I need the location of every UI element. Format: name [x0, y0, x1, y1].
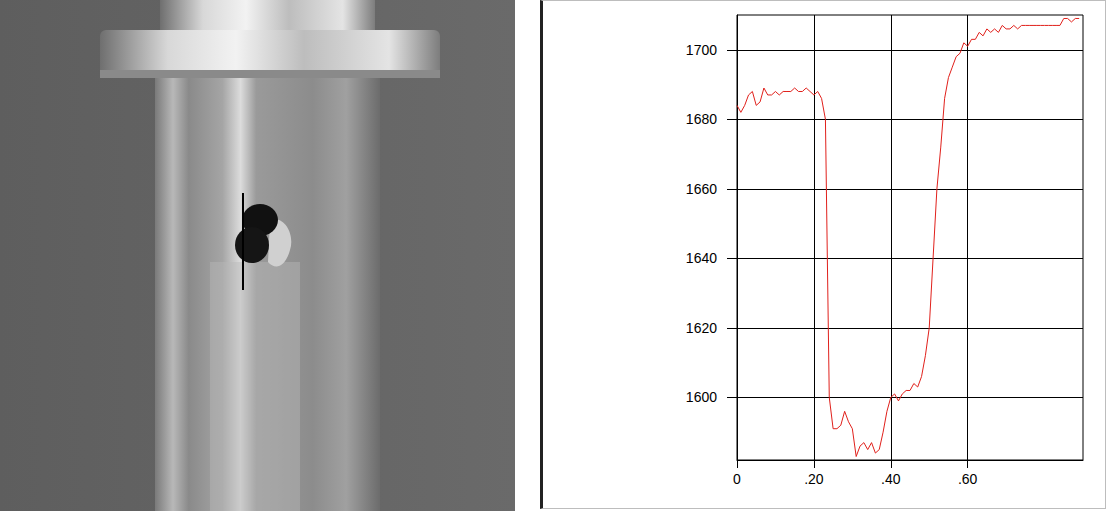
- svg-text:1620: 1620: [686, 320, 717, 336]
- svg-text:1640: 1640: [686, 250, 717, 266]
- svg-text:.60: .60: [958, 471, 978, 487]
- svg-text:1660: 1660: [686, 181, 717, 197]
- svg-text:.20: .20: [804, 471, 824, 487]
- svg-text:1680: 1680: [686, 111, 717, 127]
- svg-text:0: 0: [733, 471, 741, 487]
- svg-text:1600: 1600: [686, 389, 717, 405]
- svg-text:1700: 1700: [686, 42, 717, 58]
- svg-text:.40: .40: [881, 471, 901, 487]
